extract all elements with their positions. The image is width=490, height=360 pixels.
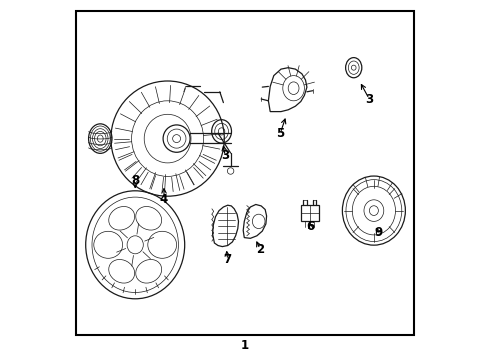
- Text: 3: 3: [365, 93, 373, 105]
- Text: 5: 5: [276, 127, 284, 140]
- Text: 1: 1: [241, 339, 249, 352]
- Text: 7: 7: [223, 253, 232, 266]
- Text: 3: 3: [221, 149, 229, 162]
- Text: 4: 4: [160, 193, 168, 206]
- Text: 6: 6: [306, 220, 315, 233]
- Text: 2: 2: [256, 243, 264, 256]
- Text: 8: 8: [131, 174, 139, 187]
- Text: 9: 9: [374, 226, 382, 239]
